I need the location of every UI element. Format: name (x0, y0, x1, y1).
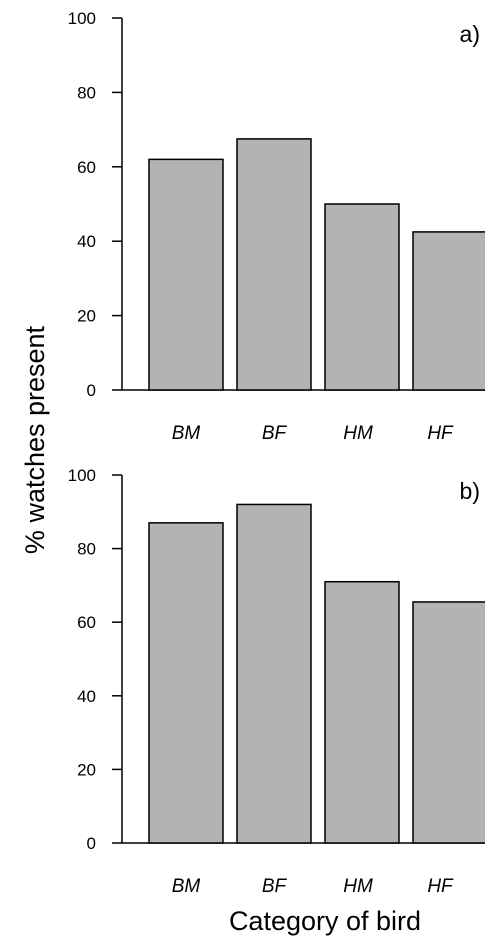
category-label-hf-a: HF (427, 423, 454, 444)
y-tick-label-a: 20 (77, 307, 96, 326)
category-label-hf-b: HF (427, 876, 454, 897)
bar-bm-a (148, 158, 224, 391)
category-label-hm-a: HM (343, 423, 373, 444)
category-label-bm-a: BM (172, 423, 201, 444)
y-tick-label-b: 60 (77, 613, 96, 632)
y-tick-label-b: 80 (77, 540, 96, 559)
category-label-hm-b: HM (343, 876, 373, 897)
panel-label-b: b) (460, 478, 480, 504)
panel-label-a: a) (460, 21, 480, 47)
x-axis-title: Category of bird (229, 906, 421, 936)
y-axis-title: % watches present (20, 325, 50, 554)
y-tick-label-b: 100 (68, 466, 96, 485)
y-tick-label-a: 40 (77, 232, 96, 251)
bar-bf-b (236, 503, 312, 844)
category-label-bm-b: BM (172, 876, 201, 897)
bar-hf-a (412, 231, 485, 391)
y-tick-label-a: 80 (77, 83, 96, 102)
y-tick-label-a: 100 (68, 9, 96, 28)
bar-bm-b (148, 522, 224, 844)
y-tick-label-a: 0 (87, 381, 96, 400)
bar-hm-b (324, 580, 400, 844)
bar-bf-a (236, 138, 312, 391)
y-tick-label-a: 60 (77, 158, 96, 177)
y-tick-label-b: 20 (77, 760, 96, 779)
panel-a-chart: 0 20 40 60 80 100 BM BF HM HF a) (68, 9, 485, 444)
y-tick-label-b: 0 (87, 834, 96, 853)
panel-b-chart: 0 20 40 60 80 100 BM BF HM HF b) (68, 466, 485, 897)
y-tick-label-b: 40 (77, 687, 96, 706)
bar-hm-a (324, 203, 400, 391)
category-label-bf-a: BF (262, 423, 288, 444)
category-label-bf-b: BF (262, 876, 288, 897)
bar-hf-b (412, 601, 485, 844)
